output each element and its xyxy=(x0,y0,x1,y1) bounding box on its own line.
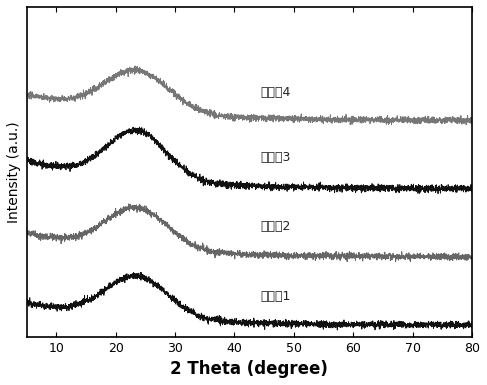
Y-axis label: Intensity (a.u.): Intensity (a.u.) xyxy=(7,121,21,223)
X-axis label: 2 Theta (degree): 2 Theta (degree) xyxy=(170,360,328,378)
Text: 实施例1: 实施例1 xyxy=(261,290,291,303)
Text: 实施例2: 实施例2 xyxy=(261,220,291,233)
Text: 实施例4: 实施例4 xyxy=(261,86,291,99)
Text: 实施例3: 实施例3 xyxy=(261,151,291,164)
